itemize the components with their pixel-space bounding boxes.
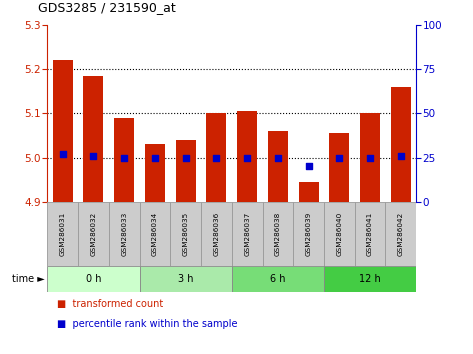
- Bar: [53, 60, 73, 202]
- Point: [120, 155, 128, 160]
- Point: [243, 155, 251, 160]
- Bar: [232, 266, 324, 292]
- Text: GSM286038: GSM286038: [275, 211, 281, 256]
- Bar: [145, 144, 165, 202]
- Point: [182, 155, 189, 160]
- Point: [336, 155, 343, 160]
- Text: 0 h: 0 h: [86, 274, 101, 284]
- Text: GSM286041: GSM286041: [367, 211, 373, 256]
- Point: [305, 164, 312, 169]
- Bar: [391, 87, 411, 202]
- Point: [90, 153, 97, 159]
- Point: [59, 151, 66, 157]
- Bar: [140, 202, 170, 266]
- Text: GSM286034: GSM286034: [152, 211, 158, 256]
- Bar: [298, 182, 319, 202]
- Bar: [324, 202, 355, 266]
- Point: [366, 155, 374, 160]
- Text: GSM286037: GSM286037: [244, 211, 250, 256]
- Bar: [201, 202, 232, 266]
- Bar: [324, 266, 416, 292]
- Point: [213, 155, 220, 160]
- Bar: [83, 76, 104, 202]
- Bar: [293, 202, 324, 266]
- Bar: [329, 133, 350, 202]
- Text: 12 h: 12 h: [359, 274, 381, 284]
- Text: ■  percentile rank within the sample: ■ percentile rank within the sample: [57, 319, 237, 329]
- Text: GSM286036: GSM286036: [213, 211, 219, 256]
- Point: [151, 155, 159, 160]
- Text: GSM286031: GSM286031: [60, 211, 66, 256]
- Text: GSM286039: GSM286039: [306, 211, 312, 256]
- Text: GSM286033: GSM286033: [121, 211, 127, 256]
- Text: GSM286040: GSM286040: [336, 211, 342, 256]
- Text: ■  transformed count: ■ transformed count: [57, 299, 163, 309]
- Bar: [109, 202, 140, 266]
- Bar: [360, 113, 380, 202]
- Text: GDS3285 / 231590_at: GDS3285 / 231590_at: [38, 1, 175, 14]
- Bar: [175, 140, 196, 202]
- Bar: [263, 202, 293, 266]
- Point: [397, 153, 405, 159]
- Bar: [355, 202, 385, 266]
- Bar: [47, 266, 140, 292]
- Bar: [268, 131, 288, 202]
- Bar: [114, 118, 134, 202]
- Text: time ►: time ►: [12, 274, 45, 284]
- Text: 6 h: 6 h: [270, 274, 286, 284]
- Bar: [78, 202, 109, 266]
- Text: GSM286035: GSM286035: [183, 211, 189, 256]
- Bar: [237, 111, 257, 202]
- Bar: [232, 202, 263, 266]
- Point: [274, 155, 282, 160]
- Text: GSM286032: GSM286032: [90, 211, 96, 256]
- Bar: [47, 202, 78, 266]
- Bar: [385, 202, 416, 266]
- Bar: [206, 113, 227, 202]
- Bar: [140, 266, 232, 292]
- Bar: [170, 202, 201, 266]
- Text: 3 h: 3 h: [178, 274, 193, 284]
- Text: GSM286042: GSM286042: [398, 211, 404, 256]
